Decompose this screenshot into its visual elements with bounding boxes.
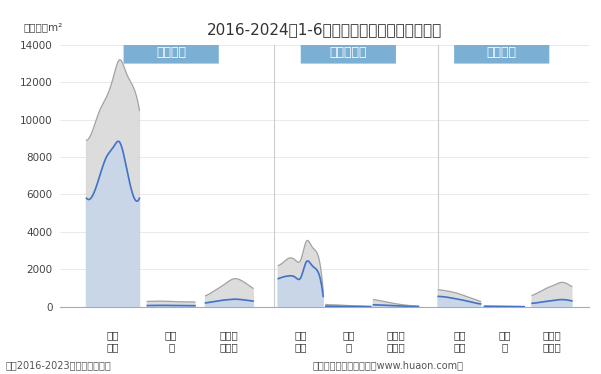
Title: 2016-2024年1-6月甘肃省房地产施工面积情况: 2016-2024年1-6月甘肃省房地产施工面积情况 bbox=[207, 22, 442, 37]
Polygon shape bbox=[206, 299, 253, 307]
Text: 商品
住宅: 商品 住宅 bbox=[294, 330, 307, 352]
Text: 商业营
业用房: 商业营 业用房 bbox=[220, 330, 239, 352]
Polygon shape bbox=[278, 240, 323, 307]
Polygon shape bbox=[278, 261, 323, 307]
Text: 办公
楼: 办公 楼 bbox=[342, 330, 355, 352]
Polygon shape bbox=[147, 301, 195, 307]
Text: 商品
住宅: 商品 住宅 bbox=[107, 330, 119, 352]
Polygon shape bbox=[484, 306, 524, 307]
Text: 注：2016-2023年为全年度数据: 注：2016-2023年为全年度数据 bbox=[6, 360, 112, 370]
FancyBboxPatch shape bbox=[300, 41, 396, 64]
Polygon shape bbox=[147, 305, 195, 307]
Polygon shape bbox=[438, 296, 481, 307]
Polygon shape bbox=[532, 300, 572, 307]
FancyBboxPatch shape bbox=[124, 41, 219, 64]
Text: 制图：华经产业研究院（www.huaon.com）: 制图：华经产业研究院（www.huaon.com） bbox=[313, 360, 463, 370]
Text: 商业营
业用房: 商业营 业用房 bbox=[543, 330, 561, 352]
Text: 商品
住宅: 商品 住宅 bbox=[453, 330, 466, 352]
Text: 办公
楼: 办公 楼 bbox=[498, 330, 511, 352]
FancyBboxPatch shape bbox=[454, 41, 549, 64]
Text: 施工面积: 施工面积 bbox=[156, 46, 186, 59]
Text: 竣工面积: 竣工面积 bbox=[487, 46, 517, 59]
Polygon shape bbox=[438, 290, 481, 307]
Text: 商业营
业用房: 商业营 业用房 bbox=[386, 330, 405, 352]
Text: 单位：万m²: 单位：万m² bbox=[23, 22, 63, 32]
Polygon shape bbox=[87, 141, 139, 307]
Text: 办公
楼: 办公 楼 bbox=[165, 330, 177, 352]
Polygon shape bbox=[532, 282, 572, 307]
Polygon shape bbox=[206, 279, 253, 307]
Polygon shape bbox=[373, 300, 418, 307]
Polygon shape bbox=[87, 60, 139, 307]
Text: 新开工面积: 新开工面积 bbox=[329, 46, 367, 59]
Polygon shape bbox=[326, 306, 371, 307]
Polygon shape bbox=[373, 305, 418, 307]
Polygon shape bbox=[326, 304, 371, 307]
